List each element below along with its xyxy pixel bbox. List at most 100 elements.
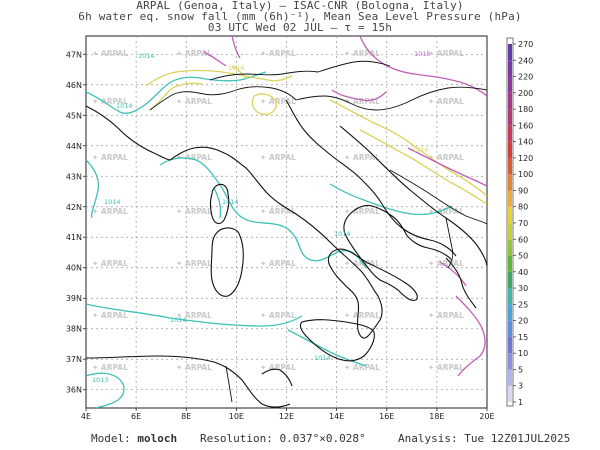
colorbar-segment [508, 125, 512, 142]
lat-label: 45N [66, 111, 82, 120]
colorbar-segment [508, 76, 512, 93]
lat-label: 47N [66, 50, 82, 59]
watermark-text: ✦ ARPAL [428, 153, 464, 162]
colorbar-label: 40 [518, 268, 528, 277]
isobars-yellow [145, 65, 487, 205]
isobar-1014-north [86, 71, 267, 114]
watermark-text: ✦ ARPAL [176, 153, 212, 162]
colorbar-label: 30 [518, 284, 528, 293]
colorbar-label: 140 [518, 138, 533, 147]
colorbar-label: 240 [518, 56, 533, 65]
isobar-1014-sicily [287, 329, 367, 367]
isobar-1014-west [86, 159, 100, 219]
colorbar-label: 50 [518, 252, 528, 261]
footer-analysis-value: Tue 12Z01JUL2025 [464, 432, 571, 445]
isobar-1014-greece [455, 295, 486, 377]
lon-label: 4E [81, 412, 91, 421]
french-coast [86, 105, 171, 161]
colorbar: 1 3 5 10 15 20 25 30 40 50 60 70 80 90 100 120 140 160 180… [506, 37, 533, 407]
colorbar-label: 3 [518, 382, 523, 391]
colorbar-segment [508, 239, 512, 256]
lat-label: 40N [66, 264, 82, 273]
colorbar-segment [508, 206, 512, 223]
italy-coast [169, 146, 453, 339]
border-albania [445, 217, 454, 269]
isobar-1018-alpine [231, 36, 241, 59]
colorbar-label: 90 [518, 186, 528, 195]
colorbar-segment [508, 369, 512, 386]
lon-label: 14E [329, 412, 344, 421]
border-austria [295, 95, 377, 111]
isobar-label: 1014 [138, 52, 155, 60]
isobar-1014-east [329, 183, 453, 216]
coastlines [86, 99, 487, 408]
sardinia [210, 227, 244, 297]
isobar-1016-alps [145, 69, 293, 87]
watermark-text: ✦ ARPAL [260, 49, 296, 58]
isobar-label: 1015 [414, 50, 431, 58]
colorbar-label: 200 [518, 89, 533, 98]
watermark-text: ✦ ARPAL [260, 97, 296, 106]
isobar-label: 1013 [92, 376, 109, 384]
colorbar-segment [508, 174, 512, 191]
watermark-text: ✦ ARPAL [428, 311, 464, 320]
border-north [317, 60, 391, 73]
isobar-1018-ne [359, 36, 487, 97]
colorbar-segment [508, 92, 512, 110]
watermark-text: ✦ ARPAL [344, 153, 380, 162]
lon-label: 12E [279, 412, 294, 421]
lon-label: 20E [479, 412, 494, 421]
colorbar-label: 60 [518, 235, 528, 244]
watermark-text: ✦ ARPAL [428, 363, 464, 372]
isobars-purple [203, 36, 487, 377]
colorbar-label: 220 [518, 73, 533, 82]
colorbar-label: 100 [518, 170, 533, 179]
isobar-label: 1014 [334, 230, 351, 238]
colorbar-label: 1 [518, 398, 523, 407]
watermark-text: ✦ ARPAL [92, 259, 128, 268]
lat-label: 46N [66, 81, 82, 90]
isobar-1018-ne-inner [331, 89, 387, 102]
longitude-labels: 4E 6E 8E 10E 12E 14E 16E 18E 20E [81, 408, 495, 421]
colorbar-segment [508, 304, 512, 321]
colorbar-segment [508, 353, 512, 370]
isobar-1014-sardinia [213, 187, 222, 219]
latitude-labels: 36N 37N 38N 39N 40N 41N 42N 43N 44N 45N 46N 47N [66, 50, 86, 395]
isobar-1016-inner [149, 82, 203, 111]
arpal-watermarks: ✦ ARPAL ✦ ARPAL ✦ ARPAL ✦ ARPAL ✦ ARPAL ✦ ARP… [92, 49, 464, 372]
watermark-text: ✦ ARPAL [260, 259, 296, 268]
watermark-text: ✦ ARPAL [344, 363, 380, 372]
watermark-text: ✦ ARPAL [344, 49, 380, 58]
colorbar-label: 80 [518, 203, 528, 212]
isobar-label: 1014 [314, 354, 331, 362]
colorbar-segment [508, 288, 512, 305]
isobar-label: 1016 [412, 146, 429, 154]
watermark-text: ✦ ARPAL [260, 207, 296, 216]
colorbar-label: 20 [518, 317, 528, 326]
colorbar-segment [508, 255, 512, 272]
footer-model-value: moloch [137, 432, 178, 445]
watermark-text: ✦ ARPAL [92, 207, 128, 216]
isobar-1016-adriatic [329, 99, 487, 197]
colorbar-segment [508, 60, 512, 77]
africa-coast [86, 355, 291, 408]
colorbar-segment [508, 109, 512, 126]
colorbar-label: 180 [518, 105, 533, 114]
italy-adriatic-coast [285, 99, 457, 257]
corsica [209, 183, 230, 225]
border-africa [225, 365, 233, 403]
footer-analysis-label: Analysis: [398, 432, 458, 445]
colorbar-segment [508, 44, 512, 61]
watermark-text: ✦ ARPAL [176, 207, 212, 216]
watermark-text: ✦ ARPAL [260, 153, 296, 162]
isobar-1015-adriatic [359, 129, 487, 205]
isobar-label: 1014 [116, 102, 133, 110]
watermark-text: ✦ ARPAL [176, 49, 212, 58]
chart-title-line2: 6h water eq. snow fall (mm (6h)⁻¹), Mean… [78, 10, 522, 23]
lat-label: 43N [66, 172, 82, 181]
watermark-text: ✦ ARPAL [92, 363, 128, 372]
colorbar-segment [508, 141, 512, 158]
footer-resolution-value: 0.037°×0.028° [279, 432, 366, 445]
isobar-1014-tyrrhenian [159, 157, 367, 269]
colorbar-segment [508, 271, 512, 289]
